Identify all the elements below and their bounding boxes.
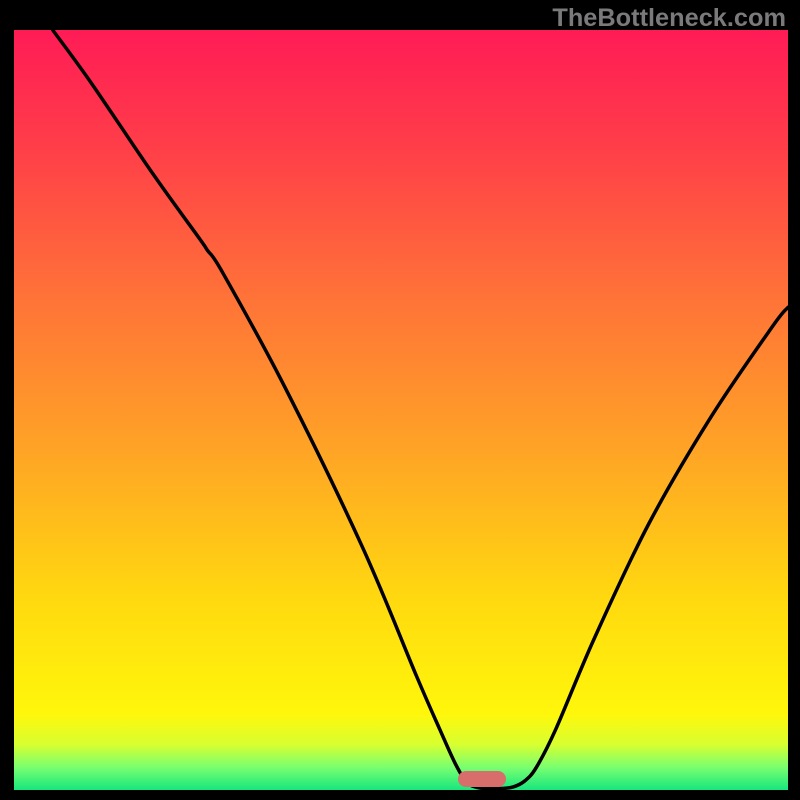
watermark-text: TheBottleneck.com — [552, 4, 786, 33]
optimal-marker-pill — [458, 771, 506, 787]
plot-gradient-background — [14, 30, 788, 790]
bottleneck-chart: TheBottleneck.com — [0, 0, 800, 800]
